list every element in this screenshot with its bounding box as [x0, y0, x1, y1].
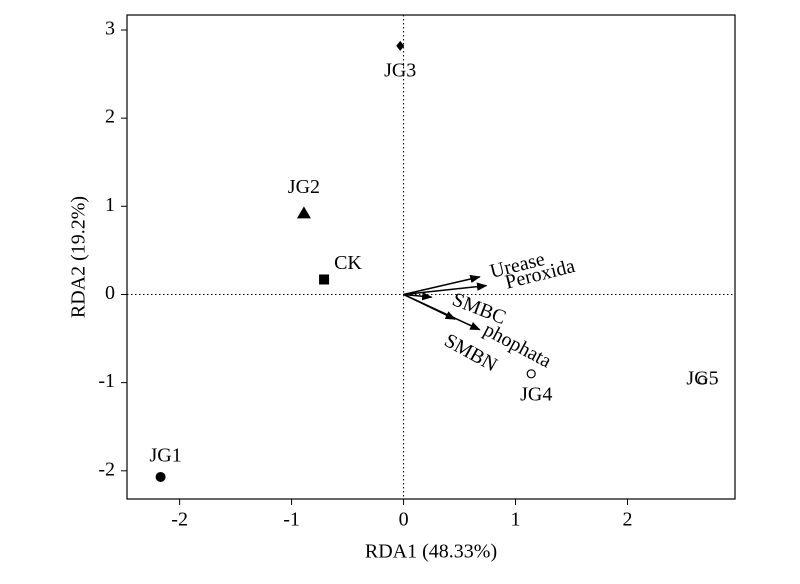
y-tick-label: 0: [105, 282, 115, 304]
x-tick-label: -1: [283, 509, 300, 531]
y-axis-label: RDA2 (19.2%): [68, 196, 90, 318]
sample-label: JG2: [288, 176, 320, 198]
sample-point: [697, 375, 708, 385]
sample-label: JG3: [384, 59, 416, 81]
sample-point: [296, 206, 311, 219]
x-tick-label: 1: [511, 509, 521, 531]
x-tick-label: 0: [399, 509, 409, 531]
sample-point: [155, 471, 166, 482]
x-tick-label: 2: [623, 509, 633, 531]
arrow: [403, 293, 457, 320]
sample-point: [526, 369, 536, 379]
sample-point: [319, 274, 330, 285]
sample-point: [396, 40, 405, 51]
plot-frame: [126, 14, 736, 500]
sample-label: JG5: [686, 368, 718, 390]
arrow: [403, 292, 433, 301]
y-tick-label: 1: [105, 194, 115, 216]
arrow: [403, 282, 488, 296]
y-tick-label: -1: [98, 370, 115, 392]
arrow: [403, 274, 481, 296]
x-axis-label: RDA1 (48.33%): [365, 541, 497, 563]
y-tick-label: 2: [105, 106, 115, 128]
sample-label: CK: [334, 252, 362, 274]
sample-label: JG1: [149, 445, 181, 467]
sample-label: JG4: [520, 383, 552, 405]
y-tick-label: -2: [98, 458, 115, 480]
x-tick-label: -2: [171, 509, 188, 531]
y-tick-label: 3: [105, 18, 115, 40]
